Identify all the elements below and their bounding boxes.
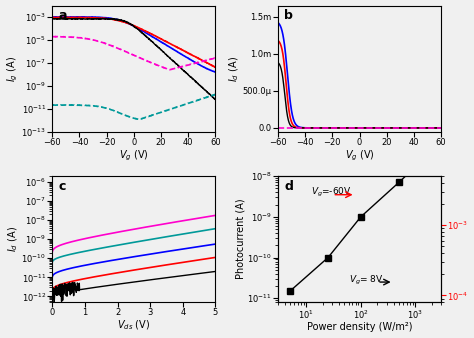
Text: b: b — [284, 9, 293, 22]
Y-axis label: $I_d$ (A): $I_d$ (A) — [228, 55, 241, 81]
Y-axis label: $I_g$ (A): $I_g$ (A) — [6, 55, 20, 81]
Text: d: d — [284, 180, 293, 193]
Text: $V_g$=-60V: $V_g$=-60V — [310, 186, 351, 199]
Text: a: a — [59, 9, 67, 22]
Y-axis label: $I_d$ (A): $I_d$ (A) — [6, 226, 20, 252]
Text: c: c — [59, 180, 66, 193]
X-axis label: $V_g$ (V): $V_g$ (V) — [345, 148, 374, 163]
X-axis label: $V_g$ (V): $V_g$ (V) — [119, 148, 149, 163]
X-axis label: $V_{ds}$ (V): $V_{ds}$ (V) — [117, 319, 151, 333]
Y-axis label: Photocurrent (A): Photocurrent (A) — [236, 199, 246, 280]
X-axis label: Power density (W/m²): Power density (W/m²) — [307, 322, 412, 332]
Text: $V_g$= 8V: $V_g$= 8V — [349, 273, 383, 287]
